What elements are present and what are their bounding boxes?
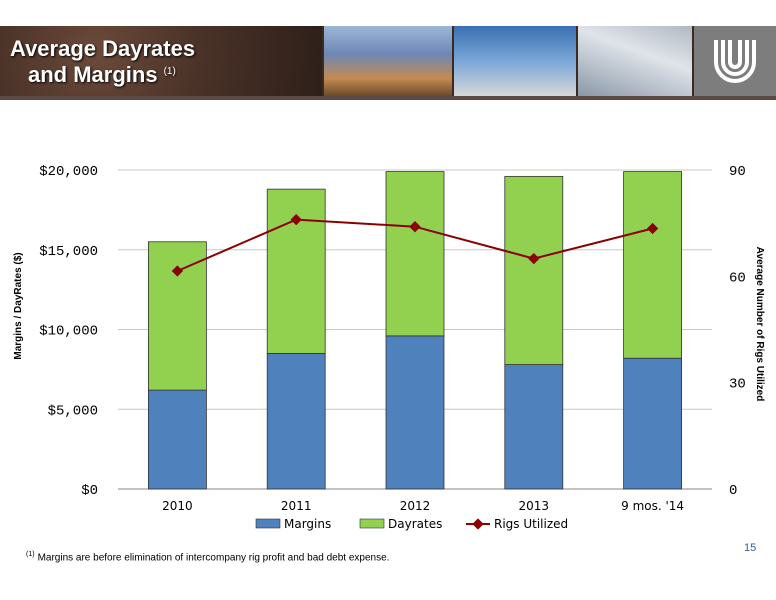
y-tick-label: $5,000: [48, 403, 98, 419]
x-tick-label: 2013: [519, 499, 550, 513]
pipeline-photo: [578, 26, 692, 96]
rigs-utilized-point: [528, 252, 540, 265]
y2-tick-label: 60: [729, 270, 746, 286]
rigs-utilized-point: [290, 213, 302, 226]
y-tick-label: $20,000: [39, 164, 98, 180]
line-layer: [171, 213, 659, 277]
rigs-utilized-point: [646, 222, 659, 235]
bar-margins: [385, 335, 445, 490]
pumpjack-photo: [324, 26, 452, 96]
y-axis-label: Margins / DayRates ($): [13, 252, 24, 359]
bar-layer: [147, 171, 682, 490]
x-tick-label: 9 mos. '14: [621, 499, 684, 513]
header-divider: [0, 96, 776, 100]
y2-tick-label: 0: [729, 483, 737, 499]
legend-label: Margins: [284, 517, 331, 531]
legend-swatch: [359, 518, 385, 529]
legend: Margins Dayrates Rigs Utilized: [255, 517, 568, 531]
y2-axis-label: Average Number of Rigs Utilized: [754, 247, 765, 402]
y2-tick-label: 30: [729, 377, 746, 393]
x-tick-label: 2011: [281, 499, 312, 513]
company-logo: [694, 26, 776, 96]
legend-swatch: [255, 518, 281, 529]
page-title-line2: and Margins (1): [28, 62, 176, 88]
legend-marker: [472, 518, 484, 530]
y-tick-label: $15,000: [39, 244, 98, 260]
bar-margins: [266, 353, 326, 490]
page-title-line1: Average Dayrates: [10, 36, 196, 61]
bar-dayrates: [623, 171, 682, 359]
footnote-mark: (1): [26, 551, 35, 558]
page-title-line2-text: and Margins: [28, 62, 158, 87]
bar-margins: [147, 389, 207, 490]
rigs-utilized-point: [409, 221, 421, 233]
tick-layer: $0 $5,000 $10,000 $15,000 $20,000 0 30 60 90 2010…: [39, 164, 746, 513]
title-panel: Average Dayrates and Margins (1): [0, 26, 322, 96]
bar-dayrates: [266, 188, 326, 354]
footnote: (1) Margins are before elimination of int…: [26, 551, 389, 563]
bar-dayrates: [385, 171, 445, 337]
legend-label: Dayrates: [388, 517, 442, 531]
rigs-utilized-point: [171, 265, 184, 277]
x-tick-label: 2012: [400, 499, 431, 513]
header-banner: Average Dayrates and Margins (1): [0, 26, 776, 96]
bar-margins: [623, 357, 682, 490]
company-logo-icon: [714, 40, 756, 83]
drilling-rig-photo: [454, 26, 576, 96]
footnote-text: Margins are before elimination of interc…: [37, 552, 390, 564]
y-tick-label: $0: [81, 483, 98, 499]
page-number: 15: [744, 542, 757, 554]
legend-label: Rigs Utilized: [494, 517, 568, 531]
bar-dayrates: [504, 175, 564, 365]
bar-dayrates: [147, 241, 207, 391]
title-footnote-mark: (1): [163, 65, 176, 77]
x-tick-label: 2010: [162, 499, 193, 513]
y-tick-label: $10,000: [39, 324, 98, 340]
y2-tick-label: 90: [729, 164, 746, 180]
bar-margins: [504, 364, 564, 490]
